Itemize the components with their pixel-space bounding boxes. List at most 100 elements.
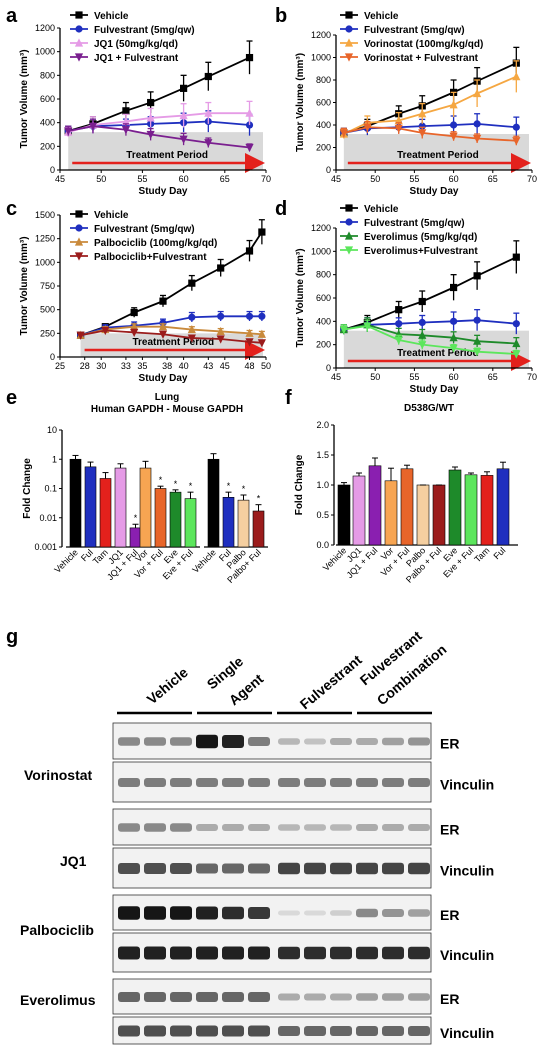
data-point	[130, 322, 139, 331]
blot-band	[330, 910, 352, 916]
blot-row-palbociclib-vinculin: Vinculin	[112, 932, 494, 973]
data-point	[449, 333, 458, 342]
blot-band	[330, 1026, 352, 1036]
x-tick-label: 43	[203, 361, 213, 371]
y-tick-label: 1000	[311, 246, 331, 256]
data-point	[245, 143, 254, 153]
data-point	[217, 312, 225, 320]
blot-band	[222, 735, 244, 748]
legend-marker	[345, 218, 353, 226]
data-point	[130, 328, 139, 337]
legend-label: Fulvestrant (5mg/qw)	[94, 25, 195, 36]
data-point	[418, 109, 427, 118]
blot-band	[356, 738, 378, 745]
blot-band	[304, 1026, 326, 1036]
data-point	[339, 129, 348, 138]
blot-band	[118, 946, 140, 960]
blot-band	[144, 992, 166, 1002]
x-tick-label: 35	[137, 361, 147, 371]
x-tick-label: 25	[55, 361, 65, 371]
blot-band	[118, 992, 140, 1002]
blot-band	[170, 1025, 192, 1037]
bar	[352, 475, 366, 546]
x-tick-label: 55	[409, 372, 419, 382]
data-point	[473, 348, 482, 357]
blot-band	[382, 946, 404, 960]
blot-band	[248, 946, 270, 960]
blot-band	[356, 824, 378, 831]
blot-band	[408, 824, 430, 831]
data-point	[180, 84, 188, 92]
blot-band	[278, 862, 300, 875]
legend-marker	[75, 25, 83, 33]
y-tick-label: 600	[316, 293, 331, 303]
panel-label-a: a	[6, 5, 18, 27]
treatment-period-label: Treatment Period	[132, 337, 214, 348]
blot-band	[304, 738, 326, 745]
blot-band	[304, 824, 326, 831]
blot-band	[170, 778, 192, 787]
legend-label: Everolimus (5mg/kg/qd)	[364, 232, 477, 243]
y-tick-label: 0.5	[316, 510, 329, 520]
x-tick-label: Ful	[491, 545, 507, 561]
x-tick-label: Tam	[472, 545, 491, 564]
blot-band	[382, 909, 404, 917]
treatment-period-label: Treatment Period	[126, 150, 208, 161]
blot-band	[356, 778, 378, 787]
data-point	[188, 313, 196, 321]
blot-band	[382, 993, 404, 1001]
data-point	[130, 308, 138, 317]
data-point	[187, 324, 196, 334]
legend-label: Palbociclib+Fulvestrant	[94, 252, 207, 263]
blot-band	[222, 863, 244, 874]
y-tick-label: 400	[40, 118, 55, 128]
data-point	[245, 247, 254, 255]
protein-label-vinculin: Vinculin	[440, 863, 494, 879]
x-axis-title: Study Day	[139, 373, 188, 384]
bar	[480, 475, 494, 546]
protein-label-er: ER	[440, 907, 459, 923]
y-tick-label: 600	[40, 94, 55, 104]
group-label-fulvestrant: Fulvestrant	[297, 651, 365, 712]
protein-label-er: ER	[440, 736, 459, 752]
treatment-period-label: Treatment Period	[397, 150, 479, 161]
blot-band	[222, 906, 244, 920]
data-point	[512, 123, 520, 131]
blot-band	[170, 946, 192, 960]
data-point	[159, 297, 167, 305]
legend-marker	[75, 210, 83, 218]
tumor-volume-chart-vorinostat: Treatment Period 0 200 400 600 800 1000 1200 45 5…	[295, 11, 537, 197]
blot-band	[408, 909, 430, 917]
y-tick-label: 800	[316, 270, 331, 280]
bar	[99, 478, 112, 548]
significance-star: *	[242, 484, 246, 494]
data-point	[258, 228, 266, 236]
panel-label-c: c	[6, 198, 17, 220]
data-point	[64, 127, 73, 136]
blot-band	[170, 992, 192, 1002]
y-tick-label: 600	[316, 98, 331, 108]
x-tick-label: 45	[220, 361, 230, 371]
blot-band	[278, 824, 300, 831]
data-point	[146, 113, 155, 122]
bar	[252, 510, 265, 548]
series-line	[80, 329, 262, 344]
x-tick-label: 60	[449, 174, 459, 184]
blot-band	[144, 778, 166, 787]
y-tick-label: 1	[52, 454, 57, 464]
data-point	[512, 320, 520, 328]
y-tick-label: 500	[40, 305, 55, 315]
x-tick-label: 30	[96, 361, 106, 371]
blot-band	[356, 946, 378, 960]
y-axis-title: Tumor Volume (mm³)	[19, 236, 30, 335]
legend-label: Vorinostat (100mg/kg/qd)	[364, 39, 483, 50]
y-tick-label: 1500	[35, 210, 55, 220]
x-tick-label: 45	[55, 174, 65, 184]
bar	[368, 465, 382, 546]
data-point	[512, 338, 521, 348]
blot-band	[196, 778, 218, 787]
x-tick-label: 65	[220, 174, 230, 184]
data-point	[121, 116, 131, 126]
